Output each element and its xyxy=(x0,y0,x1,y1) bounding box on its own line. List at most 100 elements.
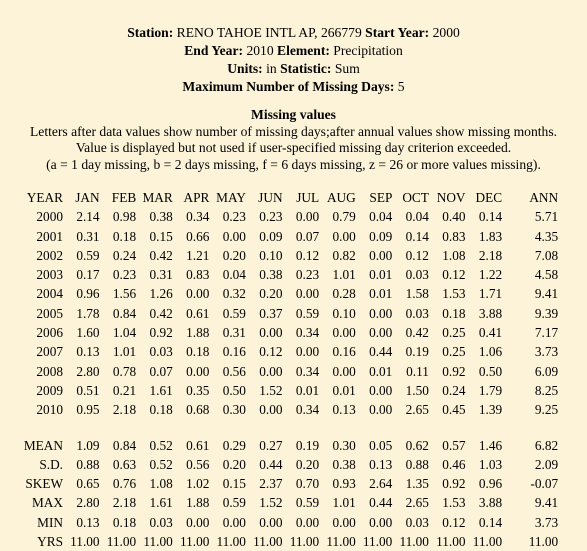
table-cell: 0.37 xyxy=(259,305,283,321)
statistic-value: Sum xyxy=(334,61,360,76)
table-cell: 1.35 xyxy=(405,476,429,492)
table-cell: 0.98 xyxy=(112,209,137,225)
table-cell: 0.24 xyxy=(442,382,466,398)
table-cell: 0.27 xyxy=(259,437,283,453)
table-cell: 0.96 xyxy=(478,476,503,492)
column-header-jul: JUL xyxy=(296,190,320,205)
table-cell: 0.56 xyxy=(186,456,210,472)
table-cell: 0.30 xyxy=(332,437,356,453)
table-cell: 0.00 xyxy=(222,514,246,530)
column-header-oct: OCT xyxy=(402,190,429,205)
table-cell: 0.00 xyxy=(369,325,393,341)
table-cell: 0.18 xyxy=(149,402,173,418)
table-cell: 1.08 xyxy=(149,476,173,492)
table-row: 2010 0.95 2.18 0.18 0.68 0.30 0.00 0.34 0.13 0.00… xyxy=(12,400,558,419)
row-label: 2002 xyxy=(36,247,63,263)
table-cell: 0.63 xyxy=(112,456,137,472)
header-line-1: Station: RENO TAHOE INTL AP, 266779 Star… xyxy=(0,24,587,42)
table-cell: 0.42 xyxy=(149,305,173,321)
table-cell: 7.17 xyxy=(534,325,559,341)
column-header-nov: NOV xyxy=(436,190,466,205)
table-cell: 0.46 xyxy=(442,456,466,472)
table-cell: 0.13 xyxy=(369,456,393,472)
table-cell: 0.10 xyxy=(332,305,356,321)
table-cell: 0.59 xyxy=(295,495,320,511)
row-label: 2006 xyxy=(36,325,63,341)
table-cell: 0.17 xyxy=(76,267,100,283)
table-cell: 1.04 xyxy=(112,325,137,341)
table-cell: 3.88 xyxy=(478,305,503,321)
table-cell: 0.12 xyxy=(295,247,320,263)
table-cell: 0.18 xyxy=(112,228,137,244)
table-cell: 0.03 xyxy=(149,514,173,530)
table-row: 2009 0.51 0.21 1.61 0.35 0.50 1.52 0.01 0.01 0.00… xyxy=(12,381,558,400)
table-cell: 0.07 xyxy=(149,363,173,379)
table-cell: 0.78 xyxy=(112,363,137,379)
stats-row: SKEW 0.65 0.76 1.08 1.02 0.15 2.37 0.70 0.93 2.64… xyxy=(12,474,558,493)
table-cell: 0.51 xyxy=(76,382,100,398)
table-cell: 0.16 xyxy=(222,344,246,360)
table-cell: 1.03 xyxy=(478,456,503,472)
table-cell: 5.71 xyxy=(534,209,559,225)
table-cell: 1.22 xyxy=(478,267,503,283)
row-label: 2007 xyxy=(36,344,63,360)
table-cell: 0.56 xyxy=(222,363,246,379)
table-cell: 0.01 xyxy=(295,382,320,398)
table-cell: 0.92 xyxy=(442,476,466,492)
table-cell: 0.96 xyxy=(76,286,100,302)
table-cell: 0.65 xyxy=(76,476,100,492)
end-year-value: 2010 xyxy=(246,43,274,58)
table-cell: 0.34 xyxy=(295,325,320,341)
table-cell: 0.00 xyxy=(369,382,393,398)
table-cell: 0.62 xyxy=(405,437,429,453)
table-cell: 0.00 xyxy=(369,514,393,530)
table-cell: 0.20 xyxy=(295,456,320,472)
table-cell: 0.12 xyxy=(405,247,429,263)
table-cell: 1.56 xyxy=(112,286,137,302)
table-cell: 1.79 xyxy=(478,382,503,398)
table-cell: 0.34 xyxy=(295,363,320,379)
table-cell: 11.00 xyxy=(362,534,393,550)
header-line-3: Units: in Statistic: Sum xyxy=(0,60,587,78)
table-cell: 11.00 xyxy=(106,534,137,550)
table-cell: 0.00 xyxy=(186,286,210,302)
table-cell: 0.23 xyxy=(222,209,246,225)
table-cell: 1.60 xyxy=(76,325,100,341)
table-cell: 1.52 xyxy=(259,495,283,511)
table-cell: 0.00 xyxy=(186,514,210,530)
column-header-apr: APR xyxy=(183,190,210,205)
table-cell: 11.00 xyxy=(253,534,283,550)
table-cell: 0.28 xyxy=(332,286,356,302)
table-cell: 0.57 xyxy=(442,437,466,453)
table-cell: 0.00 xyxy=(186,363,210,379)
table-cell: 11.00 xyxy=(326,534,356,550)
table-cell: 3.73 xyxy=(534,514,559,530)
table-cell: 0.03 xyxy=(149,344,173,360)
table-cell: 1.01 xyxy=(332,267,356,283)
table-cell: 0.01 xyxy=(369,286,393,302)
header-line-4: Maximum Number of Missing Days: 5 xyxy=(0,78,587,96)
table-cell: 0.19 xyxy=(405,344,429,360)
table-cell: 0.40 xyxy=(442,209,466,225)
column-header-year: YEAR xyxy=(26,190,63,205)
table-cell: 0.31 xyxy=(76,228,100,244)
table-cell: 1.46 xyxy=(478,437,503,453)
element-value: Precipitation xyxy=(333,43,403,58)
report-header: Station: RENO TAHOE INTL AP, 266779 Star… xyxy=(0,24,587,96)
table-cell: 0.13 xyxy=(76,514,100,530)
table-cell: 0.31 xyxy=(222,325,246,341)
table-spacer xyxy=(12,420,558,436)
table-cell: 2.65 xyxy=(405,495,429,511)
table-cell: 1.53 xyxy=(442,495,466,511)
row-label: 2001 xyxy=(36,228,63,244)
table-cell: 0.84 xyxy=(112,305,137,321)
table-cell: 0.34 xyxy=(186,209,210,225)
table-cell: 0.03 xyxy=(405,267,429,283)
column-header-mar: MAR xyxy=(142,190,173,205)
table-cell: 1.58 xyxy=(405,286,429,302)
table-cell: 11.00 xyxy=(70,534,100,550)
table-cell: 0.00 xyxy=(369,305,393,321)
table-cell: 0.83 xyxy=(442,228,466,244)
table-cell: 0.18 xyxy=(112,514,137,530)
table-cell: 0.44 xyxy=(369,344,393,360)
